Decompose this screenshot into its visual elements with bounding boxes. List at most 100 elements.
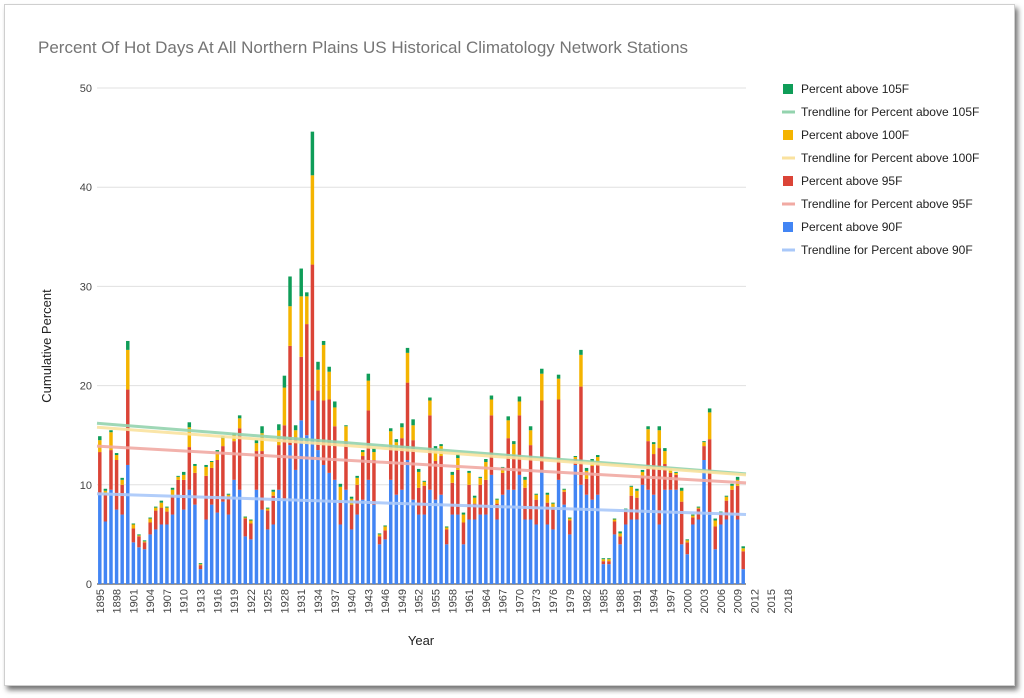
bar-segment (114, 509, 119, 584)
bar-segment (416, 471, 421, 488)
bar-segment (517, 474, 522, 584)
legend-swatch (783, 222, 793, 232)
bar-segment (215, 460, 220, 513)
x-tick-label: 1922 (246, 589, 258, 613)
bar-segment (181, 479, 186, 510)
bar-segment (327, 399, 331, 473)
bar-segment (131, 542, 136, 584)
bar-segment (265, 508, 270, 511)
bar-segment (601, 561, 606, 565)
bar-segment (528, 426, 533, 431)
bar-segment (232, 479, 236, 584)
bar-segment (159, 524, 164, 584)
bar-segment (411, 419, 415, 426)
bar-segment (500, 472, 505, 495)
bar-segment (472, 519, 477, 584)
bar-segment (126, 340, 130, 350)
bar-segment (456, 458, 460, 470)
bar-segment (411, 499, 415, 584)
bar-segment (713, 520, 717, 527)
bar-segment (534, 524, 538, 584)
bar-segment (181, 509, 186, 584)
bar-segment (366, 373, 371, 381)
bar-segment (400, 423, 404, 428)
bar-segment (433, 449, 438, 461)
bar-segment (456, 469, 460, 515)
bar-segment (456, 514, 460, 584)
bar-segment (159, 502, 164, 508)
bar-segment (154, 529, 158, 584)
x-tick-label: 1931 (296, 589, 308, 613)
bar-segment (646, 489, 650, 584)
bar-segment (131, 528, 136, 543)
bar-segment (142, 542, 147, 550)
bar-segment (534, 493, 538, 495)
bar-segment (321, 464, 326, 584)
bar-segment (316, 369, 320, 391)
bar-segment (724, 500, 729, 520)
bar-segment (450, 514, 455, 584)
bar-segment (590, 499, 594, 584)
bar-segment (361, 499, 365, 584)
bar-segment (416, 468, 421, 472)
bar-segment (288, 445, 292, 584)
bar-segment (735, 476, 740, 480)
bar-segment (439, 456, 443, 495)
bar-segment (215, 452, 220, 460)
bar-segment (489, 399, 494, 416)
bar-segment (416, 514, 421, 584)
bar-segment (204, 466, 208, 476)
bar-segment (568, 517, 572, 519)
bar-segment (433, 446, 438, 450)
bar-segment (556, 479, 561, 584)
bar-segment (646, 426, 650, 430)
x-tick-label: 1973 (531, 589, 543, 613)
bar-segment (98, 436, 102, 441)
bar-segment (366, 380, 371, 411)
bar-segment (545, 494, 550, 503)
bar-segment (327, 472, 331, 584)
legend-label: Trendline for Percent above 105F (801, 105, 979, 119)
bar-segment (674, 471, 678, 473)
bar-segment (338, 524, 343, 584)
bar-segment (679, 487, 684, 491)
bar-segment (674, 489, 678, 584)
bar-segment (271, 489, 275, 492)
bar-segment (663, 448, 667, 452)
x-tick-label: 1937 (330, 589, 342, 613)
legend-label: Trendline for Percent above 100F (801, 151, 979, 165)
bar-segment (489, 474, 494, 584)
bar-segment (232, 441, 236, 480)
bar-segment (523, 487, 527, 520)
bar-segment (607, 559, 611, 562)
bar-segment (120, 477, 124, 480)
bar-segment (305, 296, 309, 325)
bar-segment (478, 477, 482, 485)
bar-segment (512, 489, 516, 584)
bar-segment (500, 466, 505, 468)
bar-segment (400, 427, 404, 439)
bar-segment (299, 296, 303, 357)
bar-segment (545, 524, 550, 584)
bar-segment (495, 503, 499, 520)
bar-segment (120, 484, 124, 515)
bar-segment (237, 489, 242, 584)
bar-segment (540, 400, 544, 470)
bar-segment (635, 490, 639, 498)
bar-segment (142, 541, 147, 543)
x-tick-label: 1940 (347, 589, 359, 613)
bar-segment (237, 428, 242, 490)
y-tick-label: 10 (80, 480, 92, 492)
bar-segment (282, 387, 287, 426)
bar-segment (579, 386, 583, 485)
bar-segment (159, 507, 164, 525)
bar-segment (249, 523, 253, 540)
bar-segment (405, 352, 410, 383)
legend-item: Trendline for Percent above 100F (782, 151, 979, 165)
bar-segment (612, 534, 617, 584)
bar-segment (170, 487, 175, 490)
bar-segment (623, 511, 628, 525)
x-tick-label: 1898 (112, 589, 124, 613)
bar-segment (467, 472, 471, 485)
x-tick-label: 1982 (582, 589, 594, 613)
